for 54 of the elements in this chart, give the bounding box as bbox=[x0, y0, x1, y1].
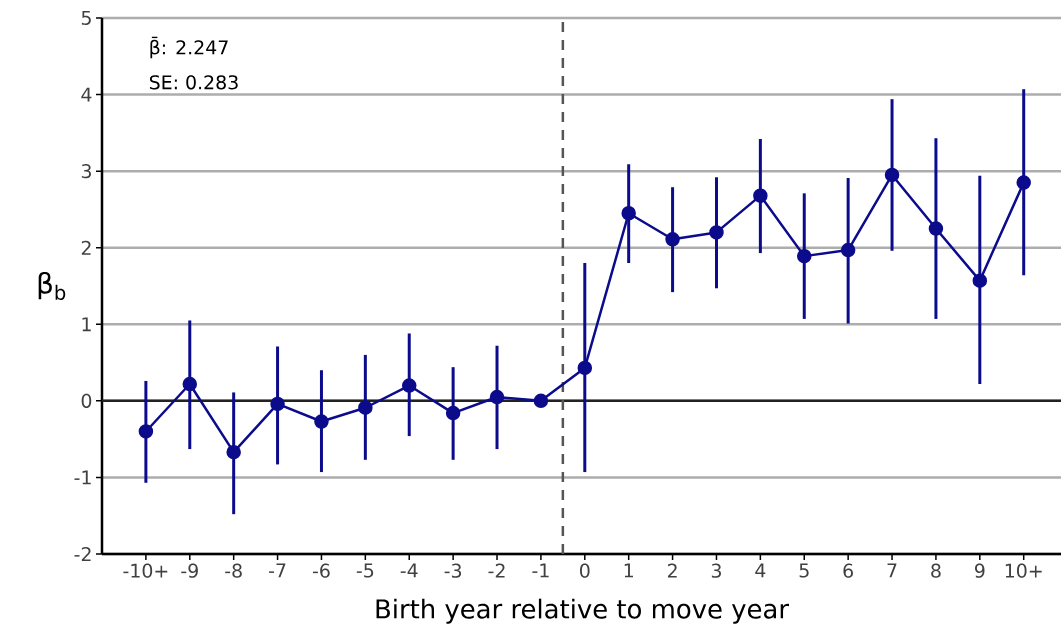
point bbox=[665, 232, 680, 247]
x-tick-label: 0 bbox=[580, 563, 590, 578]
point bbox=[840, 242, 856, 258]
point bbox=[358, 400, 373, 415]
annotation: β̄: 2.247 bbox=[150, 36, 228, 59]
y-tick-label: 0 bbox=[81, 393, 92, 409]
x-axis-title: Birth year relative to move year bbox=[376, 598, 790, 624]
x-tick-label: -5 bbox=[356, 563, 374, 578]
point bbox=[972, 273, 988, 288]
y-tick-label: 2 bbox=[81, 240, 91, 255]
point bbox=[797, 248, 812, 264]
x-tick-label: -10+ bbox=[123, 563, 168, 578]
x-tick-label: -9 bbox=[181, 563, 198, 578]
point bbox=[577, 360, 593, 376]
x-tick-label: 6 bbox=[843, 563, 853, 578]
x-tick-label: -1 bbox=[532, 563, 549, 578]
point bbox=[138, 424, 154, 439]
point bbox=[489, 389, 505, 405]
point bbox=[709, 225, 724, 240]
x-tick-label: -2 bbox=[488, 563, 505, 578]
x-tick-label: -6 bbox=[312, 563, 330, 578]
y-tick-label: 4 bbox=[81, 87, 92, 102]
point bbox=[314, 414, 329, 429]
x-tick-label: 4 bbox=[755, 563, 766, 578]
point bbox=[928, 221, 944, 236]
point bbox=[445, 405, 461, 421]
point bbox=[1016, 175, 1031, 190]
y-tick-label: -2 bbox=[74, 546, 91, 562]
point bbox=[401, 378, 417, 393]
point bbox=[270, 396, 285, 412]
point bbox=[226, 444, 241, 460]
x-tick-label: 3 bbox=[711, 563, 721, 578]
x-tick-label: -8 bbox=[225, 563, 242, 578]
point bbox=[884, 167, 900, 183]
x-tick-label: 2 bbox=[667, 563, 677, 578]
y-tick-label: -1 bbox=[74, 470, 91, 485]
x-tick-label: -7 bbox=[269, 563, 286, 578]
x-tick-label: 5 bbox=[799, 563, 809, 578]
annotation: SE: 0.283 bbox=[149, 75, 238, 90]
point bbox=[753, 188, 768, 203]
x-tick-label: 8 bbox=[931, 563, 941, 578]
x-tick-label: 9 bbox=[974, 563, 985, 578]
x-tick-label: 1 bbox=[624, 563, 633, 578]
y-tick-label: 5 bbox=[81, 10, 91, 26]
x-tick-label: 10+ bbox=[1005, 563, 1042, 578]
y-axis-title: β$_{b}$ bbox=[38, 272, 66, 300]
point bbox=[533, 393, 549, 409]
point bbox=[182, 376, 198, 392]
x-tick-label: -3 bbox=[444, 563, 462, 578]
y-tick-label: 1 bbox=[82, 317, 91, 332]
y-tick-label: 3 bbox=[81, 163, 91, 179]
x-tick-label: 7 bbox=[887, 563, 897, 578]
point bbox=[621, 206, 636, 221]
x-tick-label: -4 bbox=[400, 563, 418, 578]
